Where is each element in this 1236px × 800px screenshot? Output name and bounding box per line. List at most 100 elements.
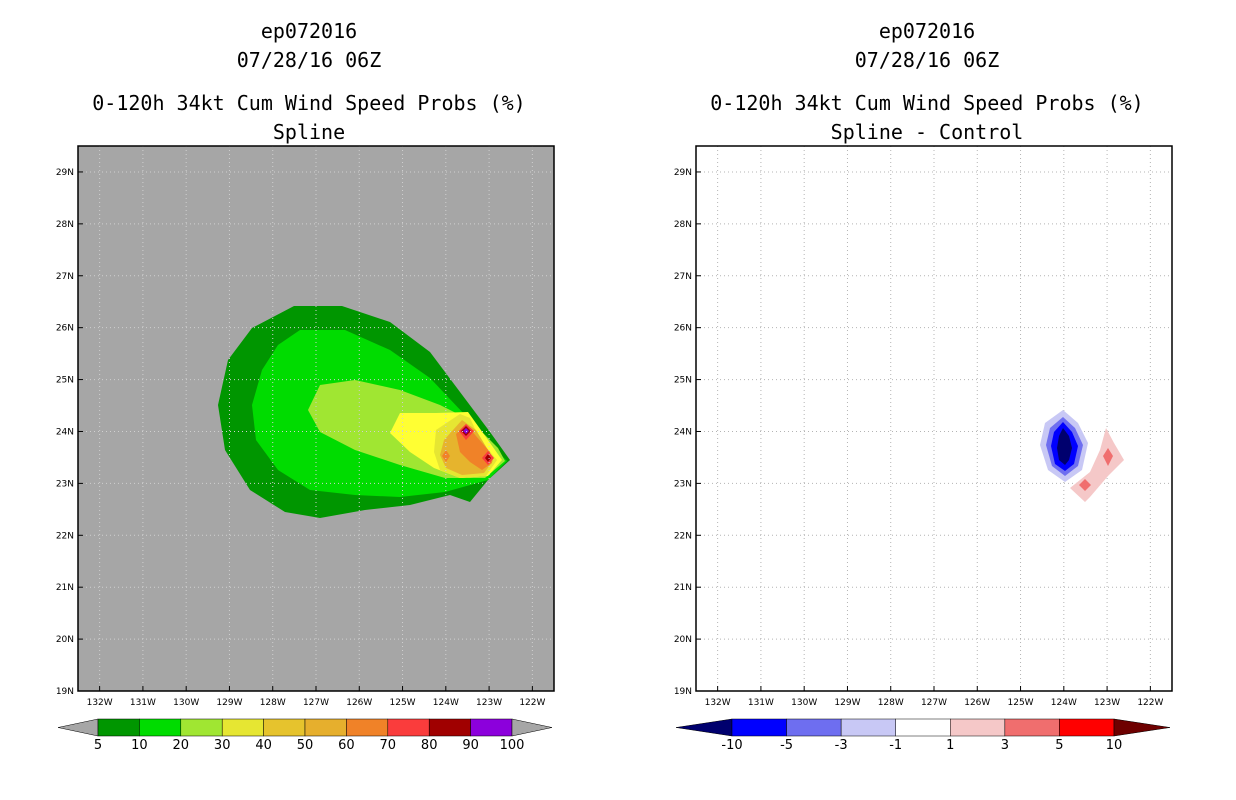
left-x-tick-label: 125W [390,698,416,708]
left-y-tick-label: 23N [56,479,74,489]
left-grid [78,146,554,691]
left-colorbar-label: 60 [338,738,355,753]
right-x-tick-label: 124W [1051,698,1077,708]
right-y-tick-label: 22N [674,531,692,541]
right-title-subtitle: Spline - Control [831,120,1024,144]
left-colorbar-swatch [428,718,471,737]
right-colorbar-label: -1 [889,738,902,753]
right-colorbar-swatch [950,718,1006,737]
right-x-tick-label: 131W [748,698,774,708]
right-titles: ep072016 07/28/16 06Z 0-120h 34kt Cum Wi… [710,19,1143,144]
left-contour-80b [485,454,491,462]
left-y-tick-label: 22N [56,531,74,541]
left-colorbar-label: 40 [255,738,272,753]
left-colorbar: 5 10 20 30 40 50 60 70 80 90 100 [57,718,553,753]
right-colorbar-swatch [731,718,787,737]
right-contour-neg10 [1057,428,1072,465]
left-title-date: 07/28/16 06Z [237,48,382,72]
right-y-ticks: 29N 28N 27N 26N 25N 24N 23N 22N 21N 20N 19N [674,168,701,697]
left-colorbar-swatch [346,718,389,737]
right-map: 132W 131W 130W 129W 128W 127W 126W 125W 124W 123W… [674,145,1173,708]
right-y-tick-label: 28N [674,220,692,230]
right-y-tick-label: 19N [674,687,692,697]
right-colorbar-label: -3 [835,738,848,753]
right-x-tick-label: 125W [1008,698,1034,708]
right-colorbar: -10 -5 -3 -1 1 3 5 10 [675,718,1171,753]
left-colorbar-swatch [139,718,182,737]
right-colorbar-swatch [1059,718,1115,737]
left-colorbar-swatch [470,718,513,737]
right-colorbar-swatch [1004,718,1060,737]
right-colorbar-label: 3 [1001,738,1009,753]
right-x-tick-label: 132W [705,698,731,708]
right-x-tick-label: 126W [964,698,990,708]
left-colorbar-label: 20 [173,738,190,753]
left-colorbar-label: 80 [421,738,438,753]
left-colorbar-label: 50 [297,738,314,753]
right-y-tick-label: 25N [674,376,692,386]
right-contour-pos3b [1079,479,1091,491]
left-x-tick-label: 130W [173,698,199,708]
left-x-ticks: 132W 131W 130W 129W 128W 127W 126W 125W 124W 123W… [87,686,546,708]
right-y-tick-label: 27N [674,272,692,282]
left-map: 132W 131W 130W 129W 128W 127W 126W 125W 124W 123W… [56,145,555,708]
left-colorbar-swatch [221,718,264,737]
left-colorbar-label: 30 [214,738,231,753]
left-x-tick-label: 132W [87,698,113,708]
left-colorbar-swatch [180,718,223,737]
left-y-tick-label: 21N [56,583,74,593]
right-colorbar-high-arrow [1113,718,1171,737]
right-contour-pos3 [1103,448,1113,466]
left-y-tick-label: 20N [56,635,74,645]
left-y-tick-label: 28N [56,220,74,230]
left-y-tick-label: 26N [56,324,74,334]
left-colorbar-label: 10 [131,738,148,753]
left-colorbar-label: 5 [94,738,102,753]
left-title-product: 0-120h 34kt Cum Wind Speed Probs (%) [92,91,525,115]
right-x-tick-label: 123W [1094,698,1120,708]
right-colorbar-low-arrow [675,718,733,737]
right-y-tick-label: 23N [674,479,692,489]
left-x-tick-label: 124W [433,698,459,708]
right-x-tick-label: 122W [1137,698,1163,708]
left-y-tick-label: 19N [56,687,74,697]
right-y-tick-label: 29N [674,168,692,178]
left-x-tick-label: 123W [476,698,502,708]
right-colorbar-label: 1 [946,738,954,753]
left-x-tick-label: 129W [216,698,242,708]
left-colorbar-label: 70 [380,738,397,753]
left-colorbar-swatch [97,718,140,737]
left-titles: ep072016 07/28/16 06Z 0-120h 34kt Cum Wi… [92,19,525,144]
right-x-tick-label: 130W [791,698,817,708]
left-colorbar-label: 100 [500,738,525,753]
right-title-product: 0-120h 34kt Cum Wind Speed Probs (%) [710,91,1143,115]
right-title-date: 07/28/16 06Z [855,48,1000,72]
right-colorbar-swatch [786,718,842,737]
left-y-tick-label: 29N [56,168,74,178]
left-title-storm: ep072016 [261,19,357,43]
left-colorbar-swatch [387,718,430,737]
right-colorbar-label: 5 [1055,738,1063,753]
right-y-tick-label: 21N [674,583,692,593]
left-contour-60b [442,450,450,462]
left-colorbar-swatch [304,718,347,737]
right-x-ticks: 132W 131W 130W 129W 128W 127W 126W 125W 124W 123W… [705,686,1164,708]
right-y-tick-label: 20N [674,635,692,645]
left-x-tick-label: 128W [260,698,286,708]
left-title-subtitle: Spline [273,120,345,144]
right-title-storm: ep072016 [879,19,975,43]
left-colorbar-swatch [263,718,306,737]
right-colorbar-label: 10 [1106,738,1123,753]
left-x-tick-label: 127W [303,698,329,708]
right-colorbar-label: -5 [780,738,793,753]
right-colorbar-swatch [840,718,896,737]
right-x-tick-label: 127W [921,698,947,708]
left-x-tick-label: 126W [346,698,372,708]
left-y-tick-label: 24N [56,427,74,437]
right-grid [696,146,1172,691]
right-x-tick-label: 128W [878,698,904,708]
left-y-tick-label: 25N [56,376,74,386]
right-y-tick-label: 26N [674,324,692,334]
right-y-tick-label: 24N [674,427,692,437]
